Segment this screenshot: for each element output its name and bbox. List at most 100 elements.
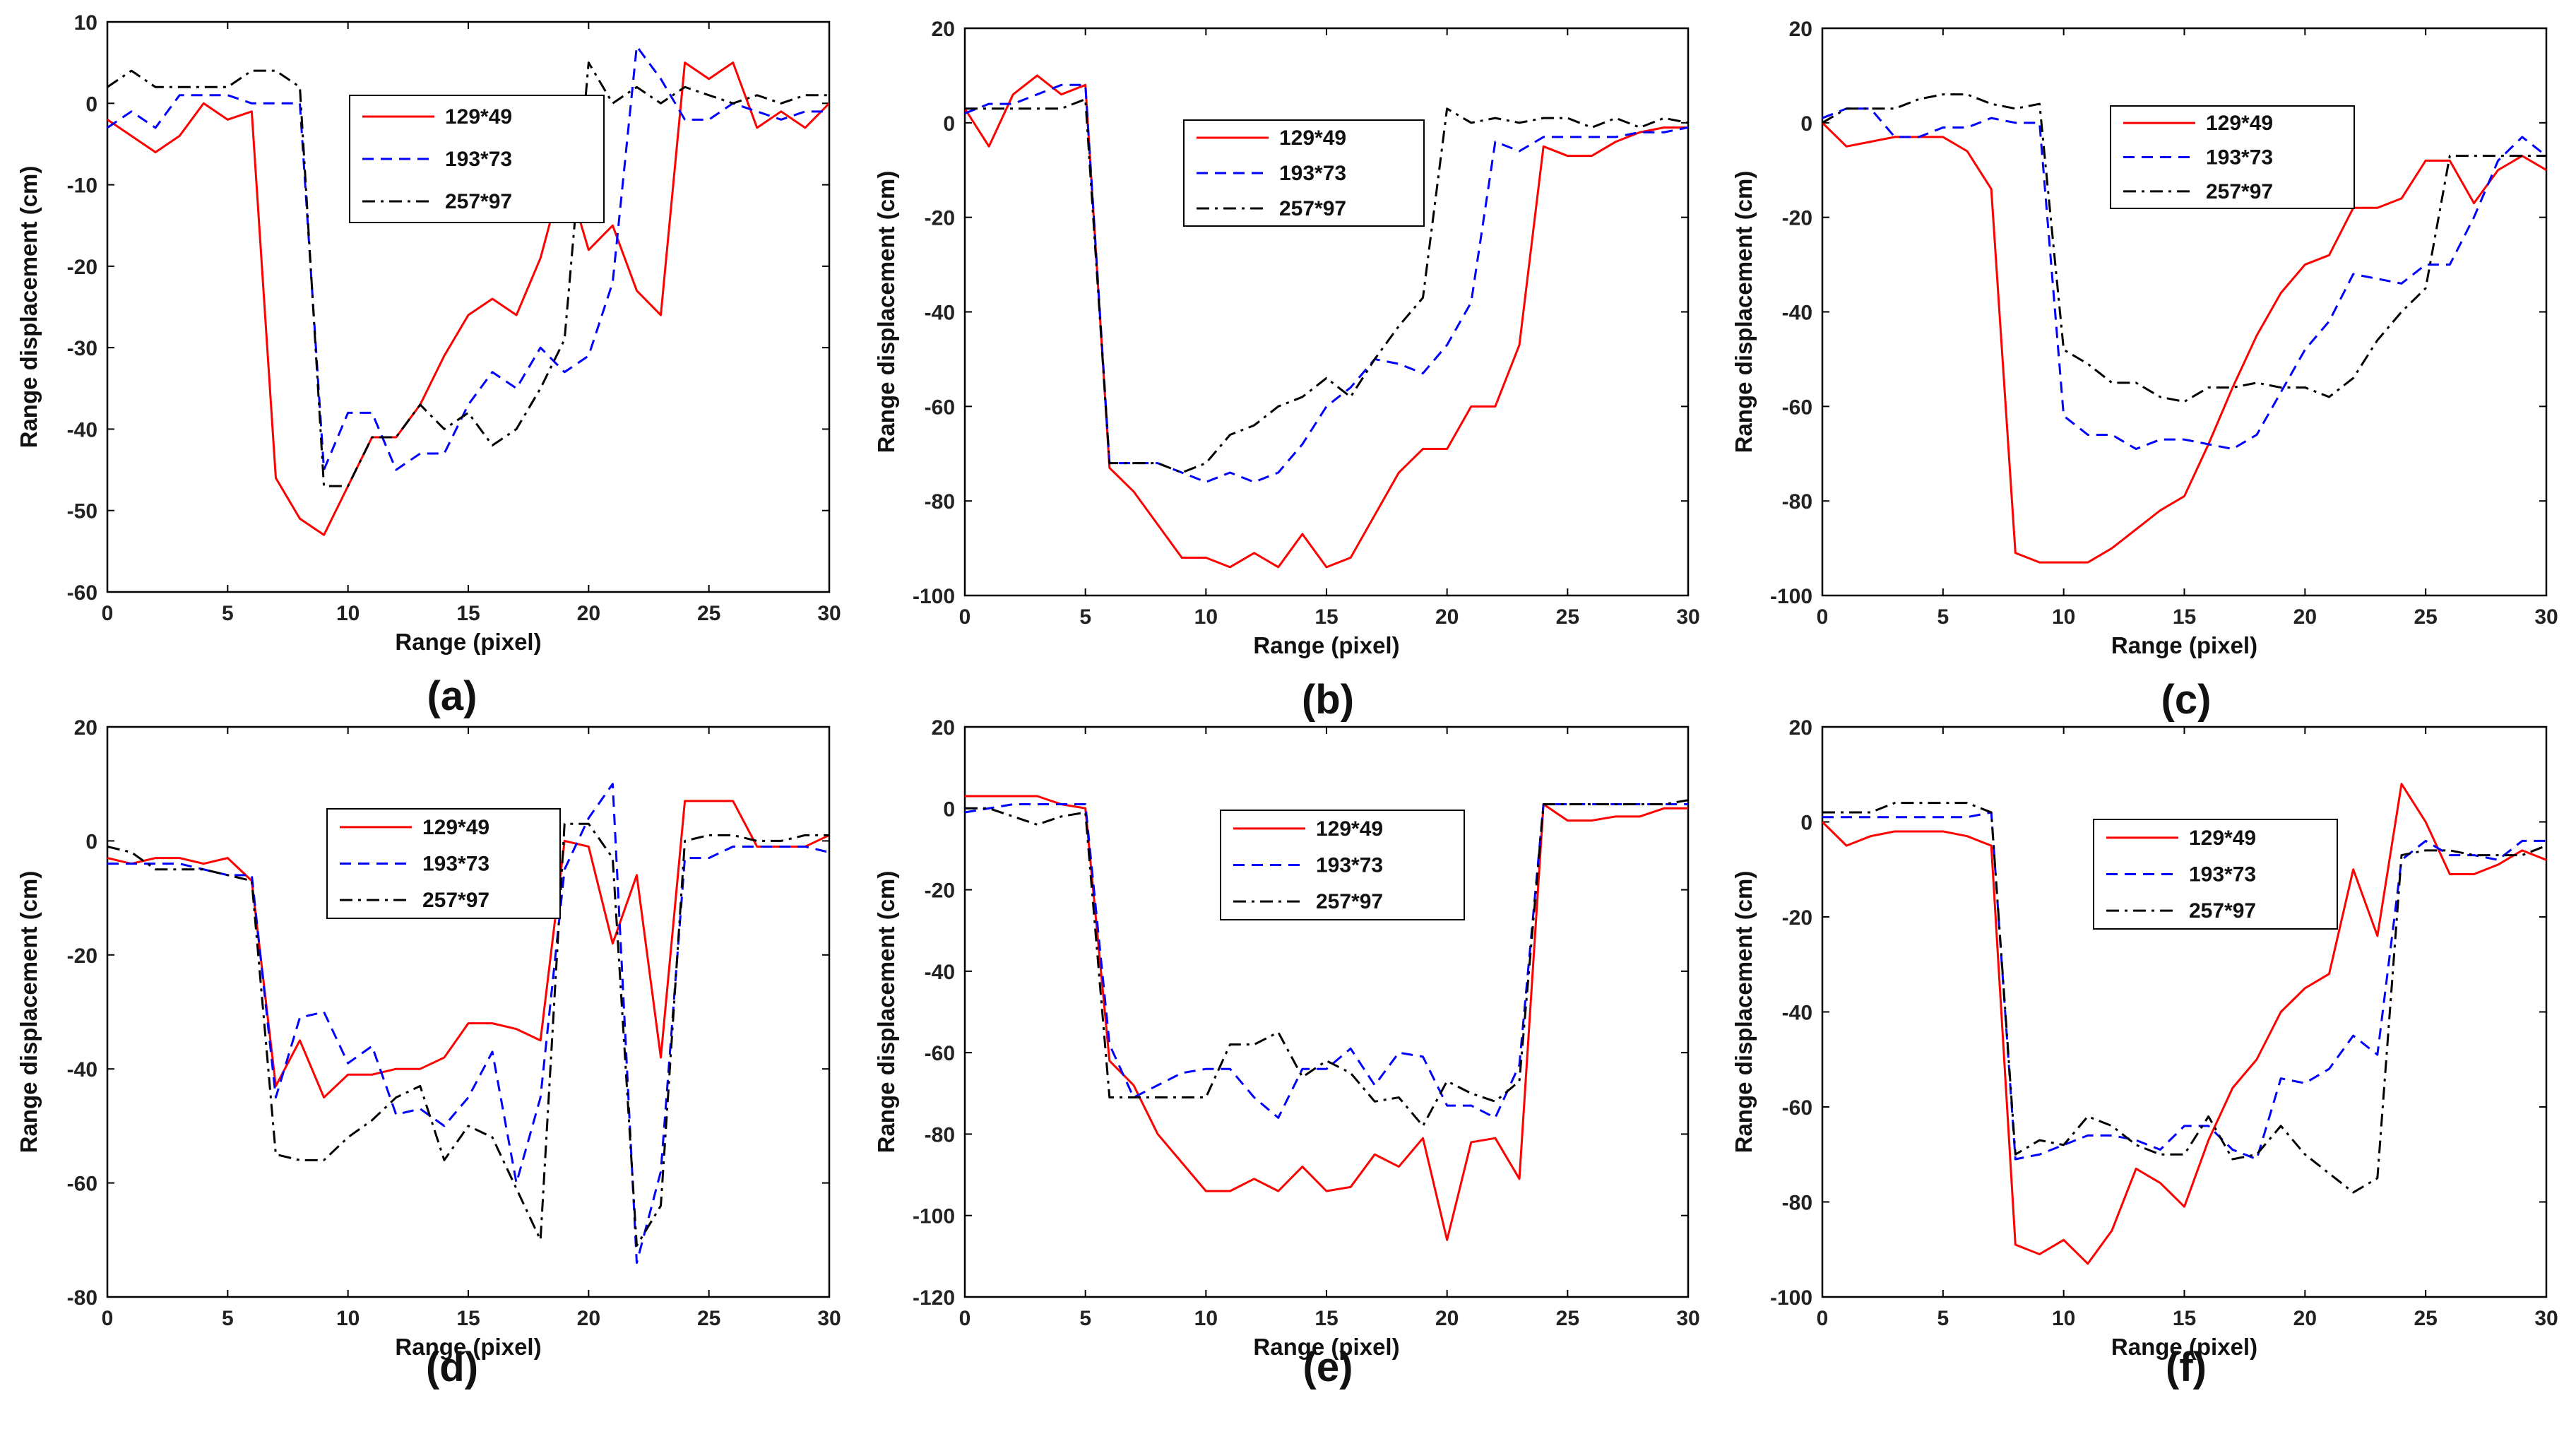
panel-label: (f) xyxy=(2166,1344,2207,1390)
legend-label: 257*97 xyxy=(1279,197,1346,220)
legend-label: 257*97 xyxy=(422,889,489,912)
y-tick-label: -10 xyxy=(67,174,97,198)
y-axis-title: Range displacement (cm) xyxy=(16,871,42,1154)
x-tick-label: 30 xyxy=(817,1307,841,1330)
legend-label: 129*49 xyxy=(2189,826,2256,850)
series-line-129x49 xyxy=(965,74,1688,569)
x-tick-label: 25 xyxy=(697,1307,720,1330)
y-tick-label: 0 xyxy=(943,112,955,136)
x-tick-label: 15 xyxy=(2173,605,2196,629)
y-tick-label: 20 xyxy=(1789,18,1812,41)
y-tick-label: -20 xyxy=(925,879,955,903)
x-tick-label: 10 xyxy=(336,1307,360,1330)
legend: 129*49 193*73 257*97 xyxy=(2093,819,2338,930)
x-tick-label: 25 xyxy=(697,602,720,625)
x-tick-label: 15 xyxy=(456,1307,480,1330)
x-tick-label: 20 xyxy=(2293,1307,2317,1330)
y-tick-label: -40 xyxy=(925,302,955,325)
x-tick-label: 30 xyxy=(817,602,841,625)
y-tick-label: -100 xyxy=(913,585,955,608)
series-group xyxy=(965,74,1688,569)
y-tick-label: -50 xyxy=(67,500,97,523)
panel-label: (e) xyxy=(1303,1344,1353,1390)
x-tick-label: 5 xyxy=(1079,1307,1091,1330)
series-line-129x49 xyxy=(107,800,829,1099)
y-tick-label: 20 xyxy=(74,716,97,740)
y-axis-title: Range displacement (cm) xyxy=(1731,171,1757,454)
x-tick-label: 25 xyxy=(1556,1307,1579,1330)
series-line-193x73 xyxy=(965,803,1688,1119)
x-tick-label: 25 xyxy=(2414,605,2437,629)
x-tick-label: 20 xyxy=(2293,605,2317,629)
x-tick-label: 15 xyxy=(2173,1307,2196,1330)
x-tick-label: 10 xyxy=(1194,605,1218,629)
x-axis-title: Range (pixel) xyxy=(1253,1334,1399,1360)
series-line-129x49 xyxy=(107,61,829,536)
y-tick-label: -60 xyxy=(1782,1096,1812,1120)
chart-panel-3: 0 5 10 15 20 25 30 -80 -60 -40 -20 0 20 Range (pixel)… xyxy=(16,716,841,1390)
y-tick-label: -80 xyxy=(1782,1192,1812,1215)
chart-panel-5: 0 5 10 15 20 25 30 -100 -80 -60 -40 -20 0 20 Range (pi… xyxy=(1731,716,2558,1390)
y-tick-label: -20 xyxy=(67,944,97,968)
y-axis-title: Range displacement (cm) xyxy=(873,871,899,1154)
y-tick-label: 0 xyxy=(1800,112,1812,136)
y-tick-label: -40 xyxy=(1782,302,1812,325)
y-axis-title: Range displacement (cm) xyxy=(873,171,899,454)
x-tick-label: 5 xyxy=(1079,605,1091,629)
x-axis-title: Range (pixel) xyxy=(2111,632,2257,658)
y-tick-label: -60 xyxy=(67,1173,97,1196)
y-tick-label: -100 xyxy=(913,1205,955,1228)
x-tick-label: 20 xyxy=(1435,1307,1459,1330)
series-line-257x97 xyxy=(107,61,829,487)
x-axis-title: Range (pixel) xyxy=(2111,1334,2257,1360)
legend-label: 257*97 xyxy=(1316,890,1383,913)
y-tick-label: 0 xyxy=(85,93,97,116)
series-line-257x97 xyxy=(965,97,1688,474)
panel-label: (a) xyxy=(427,673,477,719)
legend-label: 193*73 xyxy=(445,148,512,171)
x-tick-label: 30 xyxy=(1676,605,1699,629)
panel-label: (d) xyxy=(426,1344,478,1390)
series-group xyxy=(1822,93,2546,564)
x-tick-label: 30 xyxy=(2534,1307,2558,1330)
x-tick-label: 30 xyxy=(2534,605,2558,629)
y-tick-label: -40 xyxy=(1782,1002,1812,1025)
legend-label: 193*73 xyxy=(2206,146,2273,170)
legend-label: 193*73 xyxy=(1316,854,1383,877)
x-tick-label: 15 xyxy=(1314,605,1338,629)
x-tick-label: 10 xyxy=(2052,605,2075,629)
x-tick-label: 15 xyxy=(456,602,480,625)
y-tick-label: 0 xyxy=(85,830,97,853)
legend-label: 257*97 xyxy=(445,190,512,213)
x-tick-label: 0 xyxy=(1817,1307,1829,1330)
legend-label: 257*97 xyxy=(2189,899,2256,923)
y-tick-label: -80 xyxy=(67,1286,97,1310)
legend-label: 129*49 xyxy=(445,105,512,129)
x-tick-label: 0 xyxy=(102,1307,114,1330)
y-tick-label: -40 xyxy=(67,1058,97,1082)
y-tick-label: -20 xyxy=(1782,906,1812,930)
y-tick-label: -100 xyxy=(1770,1286,1812,1310)
y-tick-label: -80 xyxy=(925,1123,955,1146)
y-tick-label: 20 xyxy=(932,716,955,740)
x-axis-title: Range (pixel) xyxy=(1253,632,1399,658)
series-group xyxy=(1822,783,2546,1265)
legend-label: 193*73 xyxy=(422,853,489,876)
x-tick-label: 20 xyxy=(1435,605,1459,629)
series-group xyxy=(107,783,829,1264)
x-tick-label: 0 xyxy=(959,1307,971,1330)
legend: 129*49 193*73 257*97 xyxy=(1183,119,1425,227)
legend: 129*49 193*73 257*97 xyxy=(2110,105,2355,209)
y-tick-label: -60 xyxy=(925,1042,955,1065)
legend: 129*49 193*73 257*97 xyxy=(326,808,561,919)
y-tick-label: -30 xyxy=(67,337,97,360)
x-tick-label: 5 xyxy=(1937,1307,1949,1330)
x-axis-title: Range (pixel) xyxy=(395,1334,541,1360)
legend-label: 129*49 xyxy=(1279,126,1346,150)
y-tick-label: 20 xyxy=(1789,716,1812,740)
panel-label: (c) xyxy=(2161,677,2212,723)
chart-panel-0: 0 5 10 15 20 25 30 -60 -50 -40 -30 -20 -10 0 10 Range (… xyxy=(16,11,841,719)
series-line-257x97 xyxy=(107,822,829,1247)
x-tick-label: 5 xyxy=(222,1307,234,1330)
